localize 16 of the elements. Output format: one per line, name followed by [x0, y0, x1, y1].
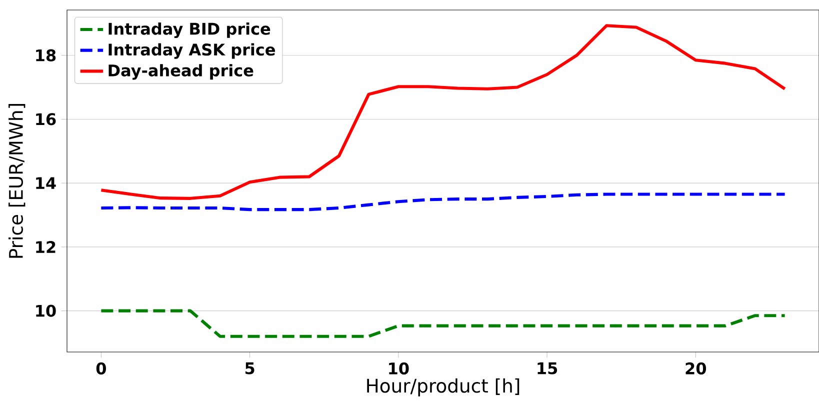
legend-label: Intraday ASK price — [108, 43, 275, 59]
y-tick-label: 12 — [36, 241, 56, 253]
x-axis-title: Hour/product [h] — [367, 378, 520, 396]
x-tick-label: 20 — [686, 362, 706, 375]
line-series — [100, 24, 786, 200]
legend-label: Day-ahead price — [108, 64, 254, 80]
y-tick-label: 18 — [36, 49, 56, 62]
y-tick-label: 14 — [36, 177, 56, 189]
x-tick-label: 0 — [96, 362, 106, 375]
y-tick-label: 10 — [36, 304, 56, 317]
x-tick-label: 15 — [538, 362, 558, 374]
x-tick-label: 5 — [245, 362, 254, 374]
x-tick-label: 10 — [389, 362, 409, 375]
y-axis-title: Price [EUR/MWh] — [8, 104, 26, 258]
y-tick-label: 16 — [36, 113, 56, 126]
legend-label: Intraday BID price — [108, 22, 270, 38]
